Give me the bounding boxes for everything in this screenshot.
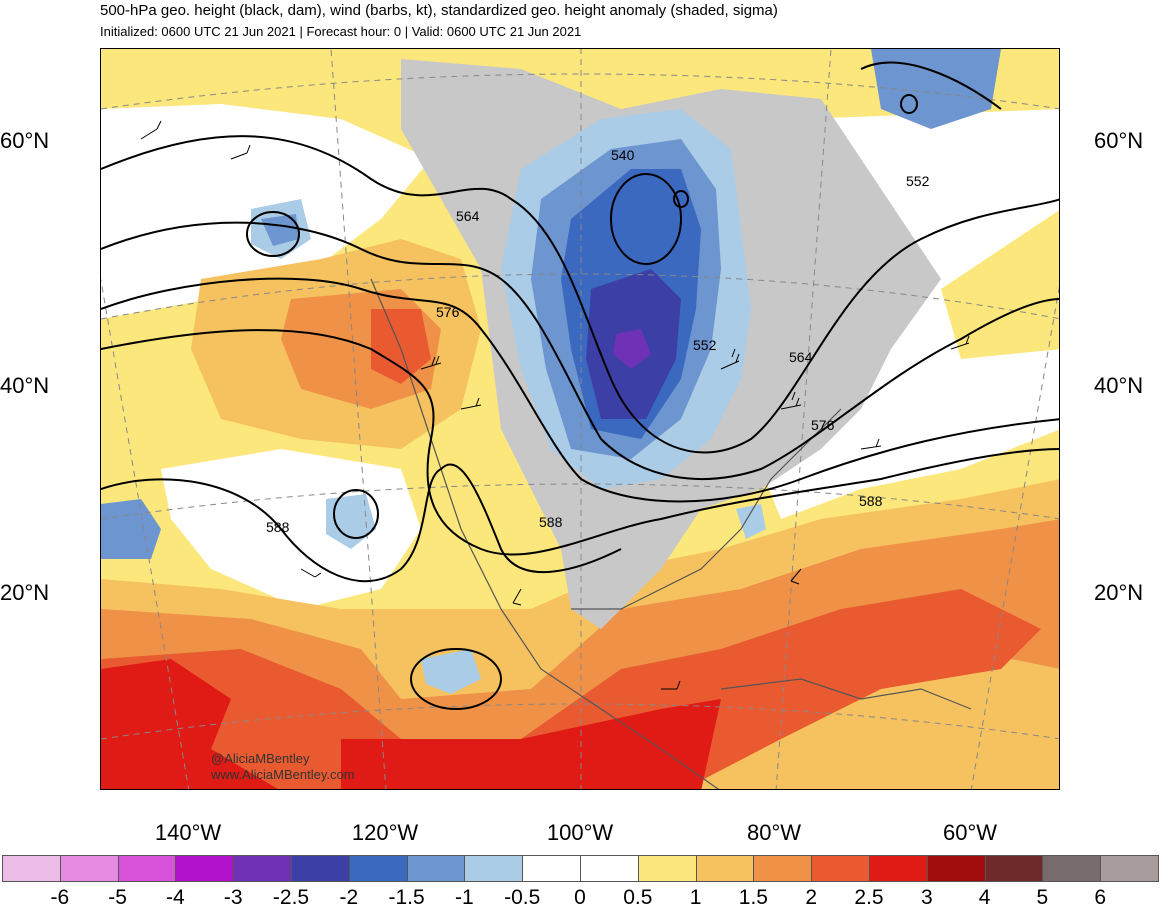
contour-label: 552 [906, 173, 930, 189]
contour-label-group: 540 552 564 576 588 564 576 552 588 588 [266, 147, 930, 535]
colorbar-swatch [175, 855, 235, 882]
colorbar-label: -2 [339, 886, 359, 909]
colorbar-swatch [869, 855, 928, 882]
contour-label: 564 [456, 208, 480, 224]
colorbar-swatch [291, 855, 350, 882]
contour-label: 576 [436, 304, 460, 320]
anomaly-negative-region [613, 329, 651, 369]
colorbar [2, 855, 1159, 882]
coastlines [370, 278, 972, 789]
contour-label: 588 [859, 493, 883, 509]
colorbar-swatch [2, 855, 61, 882]
contour-label: 588 [539, 514, 563, 530]
colorbar-label: 1 [689, 886, 702, 909]
colorbar-swatch [117, 855, 177, 882]
anomaly-positive-region [371, 309, 431, 384]
contour-label: 588 [266, 519, 290, 535]
contour-label: 540 [611, 147, 635, 163]
colorbar-swatch [580, 855, 639, 882]
anomaly-negative-region [326, 494, 376, 549]
colorbar-label: 2 [805, 886, 818, 909]
colorbar-swatch [522, 855, 581, 882]
anomaly-positive-region [341, 699, 721, 789]
colorbar-label: -6 [50, 886, 70, 909]
colorbar-label: 1.5 [738, 886, 768, 909]
lon-label: 60°W [942, 820, 998, 845]
lat-label-right: 40°N [1094, 373, 1144, 398]
lat-label-left: 20°N [0, 580, 50, 605]
colorbar-swatch [984, 855, 1044, 882]
colorbar-label: -4 [166, 886, 185, 909]
colorbar-swatch [464, 855, 524, 882]
lon-label: 120°W [351, 820, 419, 845]
colorbar-label: -5 [108, 886, 127, 909]
colorbar-label: -3 [223, 886, 243, 909]
graticule [101, 49, 1059, 789]
colorbar-swatch [233, 855, 292, 882]
watermark-site: www.AliciaMBentley.com [211, 767, 355, 782]
colorbar-swatch [1042, 855, 1102, 882]
contour-label: 576 [811, 417, 835, 433]
map-title: 500-hPa geo. height (black, dam), wind (… [100, 2, 778, 19]
lat-label-right: 60°N [1094, 128, 1144, 153]
anomaly-negative-region [736, 504, 766, 539]
colorbar-label: 0.5 [623, 886, 653, 909]
colorbar-label: 0 [574, 886, 586, 909]
lat-label-left: 40°N [0, 373, 50, 398]
colorbar-label: -0.5 [504, 886, 541, 909]
colorbar-label: 5 [1036, 886, 1049, 909]
colorbar-swatch [348, 855, 408, 882]
colorbar-label: 3 [920, 886, 933, 909]
weather-map: 540 552 564 576 588 564 576 552 588 588 … [100, 48, 1060, 790]
colorbar-label: 6 [1094, 886, 1107, 909]
wind-barbs [140, 120, 970, 690]
colorbar-swatch [926, 855, 986, 882]
anomaly-positive-region [101, 659, 278, 789]
colorbar-swatch [1100, 855, 1159, 882]
anomaly-negative-region [421, 649, 481, 694]
lat-label-left: 60°N [0, 128, 50, 153]
anomaly-negative-region [101, 499, 161, 559]
watermark-handle: @AliciaMBentley [211, 751, 310, 766]
lat-label-right: 20°N [1094, 580, 1144, 605]
lon-label: 80°W [746, 820, 802, 845]
lon-label: 140°W [154, 820, 222, 845]
colorbar-swatch [811, 855, 870, 882]
colorbar-label: 4 [978, 886, 991, 909]
colorbar-label: -1.5 [388, 886, 425, 909]
colorbar-label: -2.5 [272, 886, 310, 909]
colorbar-swatch [637, 855, 697, 882]
colorbar-swatch [753, 855, 813, 882]
map-canvas: 540 552 564 576 588 564 576 552 588 588 [101, 49, 1059, 789]
anomaly-negative-region [261, 214, 299, 246]
map-subtitle: Initialized: 0600 UTC 21 Jun 2021 | Fore… [100, 24, 582, 39]
colorbar-swatch [59, 855, 119, 882]
height-contours [101, 61, 1059, 710]
colorbar-swatch [406, 855, 466, 882]
contour-label: 564 [789, 349, 813, 365]
colorbar-label: -1 [455, 886, 474, 909]
colorbar-label: 2.5 [854, 886, 884, 909]
lon-label: 100°W [546, 820, 614, 845]
contour-label: 552 [693, 337, 717, 353]
anomaly-positive-region [101, 589, 1041, 789]
colorbar-swatch [695, 855, 755, 882]
